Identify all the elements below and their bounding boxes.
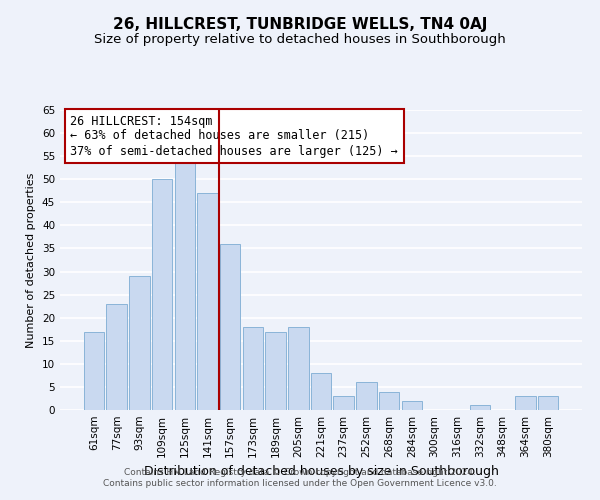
X-axis label: Distribution of detached houses by size in Southborough: Distribution of detached houses by size … <box>143 466 499 478</box>
Bar <box>242 327 263 410</box>
Bar <box>538 396 558 410</box>
Bar <box>401 401 422 410</box>
Bar <box>356 382 377 410</box>
Bar <box>129 276 149 410</box>
Bar <box>106 304 127 410</box>
Bar <box>84 332 104 410</box>
Text: Size of property relative to detached houses in Southborough: Size of property relative to detached ho… <box>94 32 506 46</box>
Bar <box>515 396 536 410</box>
Text: 26 HILLCREST: 154sqm
← 63% of detached houses are smaller (215)
37% of semi-deta: 26 HILLCREST: 154sqm ← 63% of detached h… <box>70 114 398 158</box>
Bar <box>152 179 172 410</box>
Bar <box>220 244 241 410</box>
Text: 26, HILLCREST, TUNBRIDGE WELLS, TN4 0AJ: 26, HILLCREST, TUNBRIDGE WELLS, TN4 0AJ <box>113 18 487 32</box>
Bar <box>311 373 331 410</box>
Bar <box>197 193 218 410</box>
Text: Contains HM Land Registry data © Crown copyright and database right 2024.
Contai: Contains HM Land Registry data © Crown c… <box>103 468 497 487</box>
Bar <box>175 161 195 410</box>
Bar <box>334 396 354 410</box>
Bar <box>379 392 400 410</box>
Y-axis label: Number of detached properties: Number of detached properties <box>26 172 37 348</box>
Bar <box>288 327 308 410</box>
Bar <box>470 406 490 410</box>
Bar <box>265 332 286 410</box>
